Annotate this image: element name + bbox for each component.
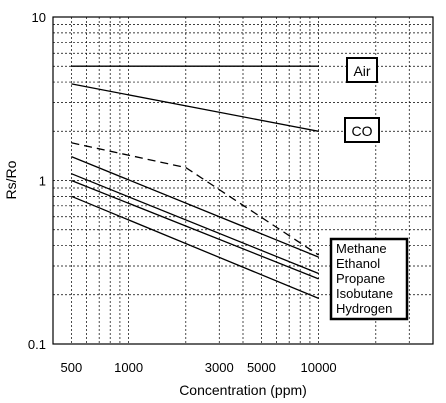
- x-tick-label: 5000: [247, 360, 276, 375]
- series-line-isobutane: [71, 179, 319, 280]
- series-line-propane: [71, 173, 319, 275]
- y-tick-label: 0.1: [28, 337, 46, 352]
- y-tick-label: 1: [39, 174, 46, 189]
- series-line-methane: [71, 142, 319, 256]
- x-tick-label: 500: [61, 360, 83, 375]
- x-tick-label: 3000: [205, 360, 234, 375]
- gas-label-propane: Propane: [336, 271, 385, 286]
- plot-frame: [52, 16, 434, 345]
- gas-label-isobutane: Isobutane: [336, 286, 393, 301]
- air-label-box: [346, 57, 378, 83]
- air-label: Air: [353, 63, 370, 79]
- co-label-box: [344, 117, 380, 143]
- y-tick-labels: 0.1 1 10: [28, 10, 46, 352]
- gas-label-ethanol: Ethanol: [336, 256, 380, 271]
- x-tick-label: 10000: [301, 360, 337, 375]
- y-tick-label: 10: [32, 10, 46, 25]
- series-line-hydrogen: [71, 195, 319, 300]
- gas-label-hydrogen: Hydrogen: [336, 301, 392, 316]
- gas-group-label-box: [329, 237, 409, 321]
- x-axis-label: Concentration (ppm): [179, 382, 307, 398]
- data-series: [71, 65, 319, 300]
- x-tick-labels: 500 1000 3000 5000 10000: [61, 360, 337, 375]
- series-line-ethanol: [71, 155, 319, 258]
- co-label: CO: [352, 123, 373, 139]
- y-axis-label: Rs/Ro: [3, 160, 19, 199]
- gas-label-methane: Methane: [336, 241, 387, 256]
- series-line-co: [71, 83, 319, 132]
- x-tick-label: 1000: [114, 360, 143, 375]
